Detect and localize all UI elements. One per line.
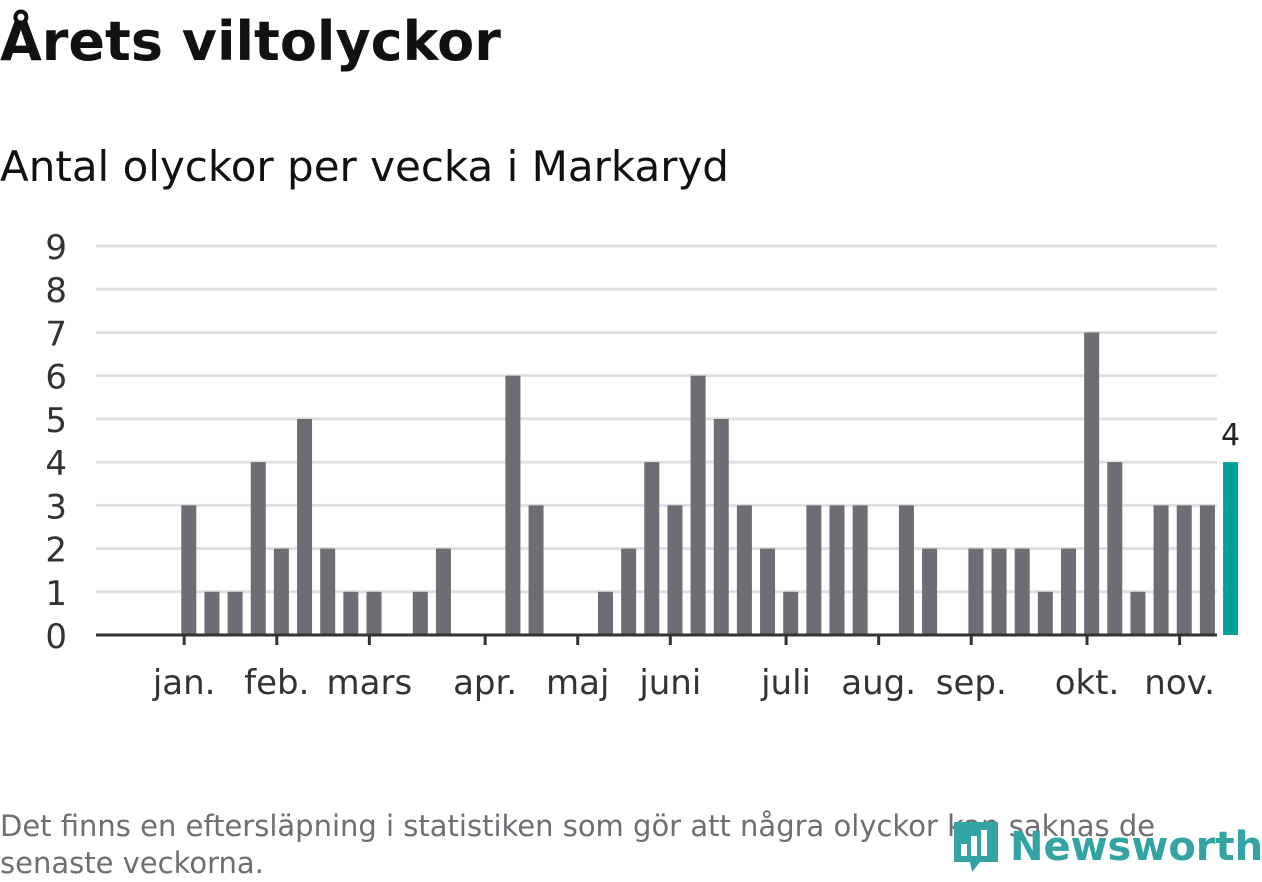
bar [991,548,1007,635]
bar [366,591,382,635]
bar [1037,591,1053,635]
y-tick-label: 7 [45,314,67,354]
bar [435,548,451,635]
bar [690,375,706,635]
data-label-current-week: 4 [1221,418,1240,453]
bar [297,418,313,635]
y-tick-label: 8 [45,271,67,311]
x-tick-label: nov. [1144,663,1215,703]
bar [621,548,637,635]
bar [343,591,359,635]
bar [1130,591,1146,635]
x-tick-label: juli [760,663,811,703]
chart-subtitle: Antal olyckor per vecka i Markaryd [0,142,729,191]
x-tick-label: okt. [1055,663,1120,703]
x-tick-label: juni [638,663,701,703]
bar [204,591,220,635]
bar [806,505,822,635]
y-tick-label: 0 [45,617,67,657]
bar [320,548,336,635]
bar [1153,505,1169,635]
x-tick-label: apr. [453,663,517,703]
x-tick-label: maj [546,663,609,703]
bar [598,591,613,635]
bar [829,505,845,635]
bar [852,505,868,635]
bars [181,332,1239,635]
bar [898,505,914,635]
bar [1084,332,1100,635]
y-tick-label: 3 [45,487,67,527]
x-tick-label: mars [327,663,413,703]
bar [273,548,289,635]
newsworthy-logo-icon [954,822,998,872]
x-tick-label: sep. [936,663,1007,703]
bar [760,548,776,635]
bar [1176,505,1192,635]
x-tick-label: jan. [152,663,216,703]
x-axis-ticks: jan. feb. mars apr. maj juni juli aug. sep. okt. n… [152,635,1215,703]
bar [783,591,799,635]
y-tick-label: 1 [45,574,67,614]
bar [250,462,266,635]
chart-title: Årets viltolyckor [0,10,501,73]
bar [1014,548,1030,635]
x-tick-label: aug. [841,663,916,703]
bar [968,548,984,635]
bar [412,591,428,635]
bar [227,591,243,635]
newsworthy-logo-text: Newsworthy [1010,824,1262,870]
bar [1199,505,1215,635]
bar [713,418,729,635]
bar [922,548,938,635]
x-tick-label: feb. [244,663,309,703]
bar [181,505,197,635]
bar [736,505,752,635]
y-tick-label: 6 [45,358,67,398]
y-tick-label: 5 [45,401,67,441]
y-tick-label: 9 [45,228,67,268]
newsworthy-logo: Newsworthy [950,818,1262,876]
y-tick-label: 4 [45,444,67,484]
bar-current-week [1223,462,1239,635]
data-labels: 4 [1221,418,1240,453]
bar [1107,462,1123,635]
y-tick-label: 2 [45,531,67,571]
bar [667,505,683,635]
bar [528,505,544,635]
bar [1061,548,1076,635]
bar [644,462,660,635]
bar [505,375,521,635]
